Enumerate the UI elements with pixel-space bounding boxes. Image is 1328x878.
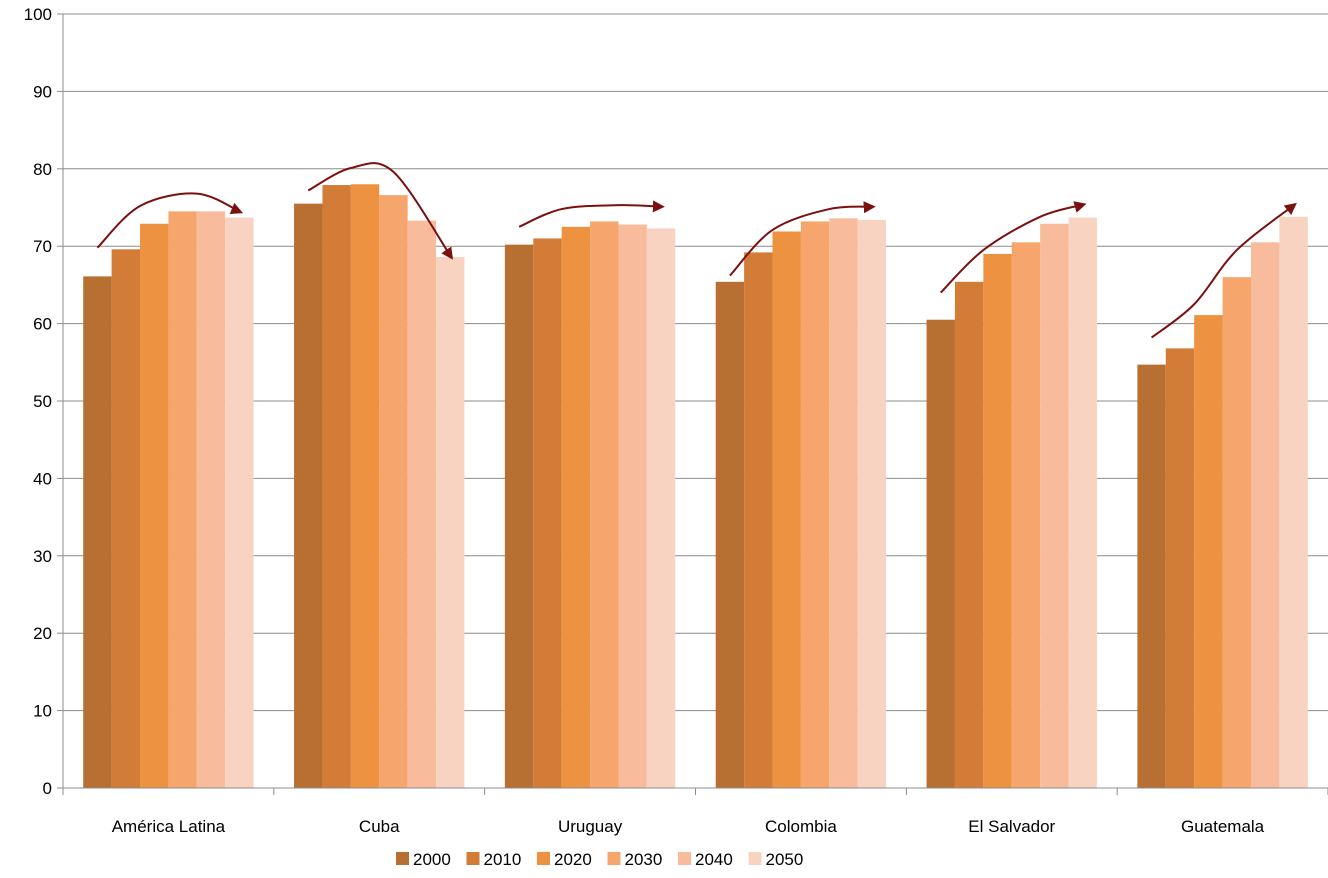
bar-2000-el-salvador (926, 319, 955, 788)
bar-2050-uruguay (646, 228, 676, 788)
bar-2040-américa-latina (196, 211, 226, 788)
bar-2020-cuba (350, 184, 380, 788)
bar-2020-uruguay (561, 226, 591, 789)
legend-label: 2000 (413, 850, 451, 869)
bar-2010-cuba (322, 185, 351, 788)
bar-2020-guatemala (1194, 315, 1223, 788)
bar-2030-guatemala (1222, 277, 1251, 788)
gridlines (63, 13, 1328, 712)
x-category-label: Uruguay (558, 817, 623, 836)
y-tick-label: 10 (33, 702, 52, 721)
bar-2040-colombia (829, 218, 858, 788)
y-tick-label: 80 (33, 160, 52, 179)
bars (83, 184, 1308, 789)
bar-2030-américa-latina (168, 211, 197, 788)
legend-label: 2010 (484, 850, 522, 869)
legend-swatch-2010 (466, 852, 480, 865)
trend-arrow-el-salvador (940, 201, 1087, 294)
y-tick-label: 100 (24, 5, 52, 24)
legend: 2000 2010 2020 2030 2040 2050 (396, 850, 803, 869)
trend-arrow-colombia (729, 201, 876, 277)
trend-arrow-cuba (307, 162, 454, 260)
x-category-label: Cuba (359, 817, 400, 836)
x-axis-category-labels: América Latina Cuba Uruguay Colombia El Salv… (112, 817, 1265, 836)
legend-swatch-2050 (748, 852, 762, 865)
x-category-label: Guatemala (1181, 817, 1265, 836)
y-tick-label: 60 (33, 315, 52, 334)
bar-2050-colombia (857, 219, 887, 788)
trend-arrow-américa-latina (96, 192, 244, 249)
legend-label: 2040 (695, 850, 733, 869)
bar-2050-el-salvador (1068, 217, 1097, 788)
y-tick-label: 40 (33, 469, 52, 488)
legend-swatch-2020 (537, 852, 550, 865)
bar-2020-el-salvador (983, 253, 1012, 788)
bar-2030-colombia (800, 221, 830, 788)
bar-2000-guatemala (1137, 364, 1166, 788)
y-tick-label: 20 (33, 624, 52, 643)
bar-2010-américa-latina (111, 249, 141, 788)
bar-2010-guatemala (1165, 348, 1195, 788)
legend-label: 2050 (766, 850, 804, 869)
legend-swatch-2040 (678, 852, 691, 865)
bar-2050-guatemala (1279, 216, 1308, 789)
y-axis-tick-labels: 0 10 20 30 40 50 60 70 80 90 100 (24, 5, 52, 798)
bar-2050-américa-latina (225, 217, 254, 788)
y-tick-label: 30 (33, 547, 52, 566)
bar-2030-cuba (379, 195, 408, 789)
x-category-label: América Latina (112, 817, 226, 836)
bar-2000-colombia (715, 281, 745, 788)
x-category-label: Colombia (765, 817, 837, 836)
legend-label: 2030 (625, 850, 663, 869)
bar-2010-colombia (744, 252, 773, 789)
legend-swatch-2030 (607, 852, 621, 865)
bar-2000-uruguay (504, 244, 534, 789)
legend-swatch-2000 (396, 852, 409, 865)
y-tick-label: 70 (33, 237, 52, 256)
bar-2000-cuba (294, 203, 323, 788)
legend-label: 2020 (554, 850, 592, 869)
trend-arrow-guatemala (1150, 202, 1297, 339)
bar-2010-uruguay (533, 238, 562, 788)
bar-2030-el-salvador (1011, 242, 1041, 788)
x-category-label: El Salvador (968, 817, 1055, 836)
y-tick-label: 50 (33, 392, 52, 411)
bar-2040-el-salvador (1040, 223, 1069, 788)
y-tick-label: 0 (43, 779, 52, 798)
axes (57, 13, 1328, 795)
trend-arrows (96, 162, 1297, 339)
bar-2050-cuba (436, 257, 465, 788)
bar-2020-colombia (772, 231, 801, 788)
bar-2010-el-salvador (954, 281, 984, 788)
trend-arrow-uruguay (518, 200, 665, 228)
bar-2020-américa-latina (140, 223, 169, 788)
y-tick-label: 90 (33, 82, 52, 101)
bar-2000-américa-latina (83, 276, 112, 788)
bar-2030-uruguay (590, 221, 619, 788)
bar-2040-guatemala (1250, 242, 1280, 788)
bar-2040-uruguay (618, 224, 647, 788)
bar-2040-cuba (407, 220, 437, 788)
